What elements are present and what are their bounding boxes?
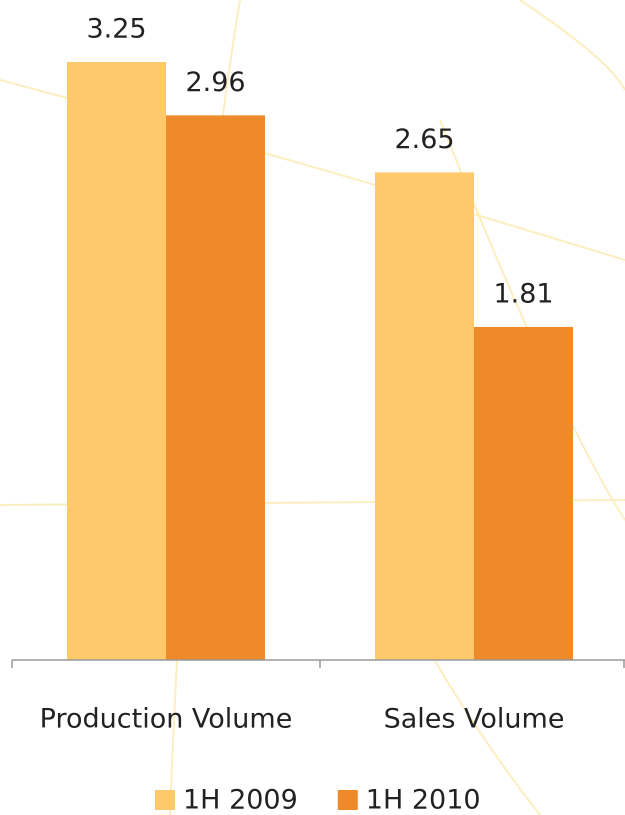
data-label: 2.96	[185, 67, 245, 98]
legend-swatch	[337, 790, 358, 810]
bar	[474, 326, 573, 660]
bar	[375, 172, 474, 660]
plot	[67, 62, 573, 661]
legend-label: 1H 2010	[366, 785, 481, 815]
bar	[166, 115, 265, 661]
x-tick-label: Sales Volume	[384, 704, 565, 735]
x-tick-label: Production Volume	[40, 704, 293, 735]
data-label: 3.25	[86, 14, 146, 45]
legend-swatch	[155, 790, 175, 810]
legend-label: 1H 2009	[183, 785, 298, 815]
data-label: 2.65	[394, 124, 454, 155]
data-label: 1.81	[493, 278, 553, 309]
bar	[67, 62, 166, 660]
